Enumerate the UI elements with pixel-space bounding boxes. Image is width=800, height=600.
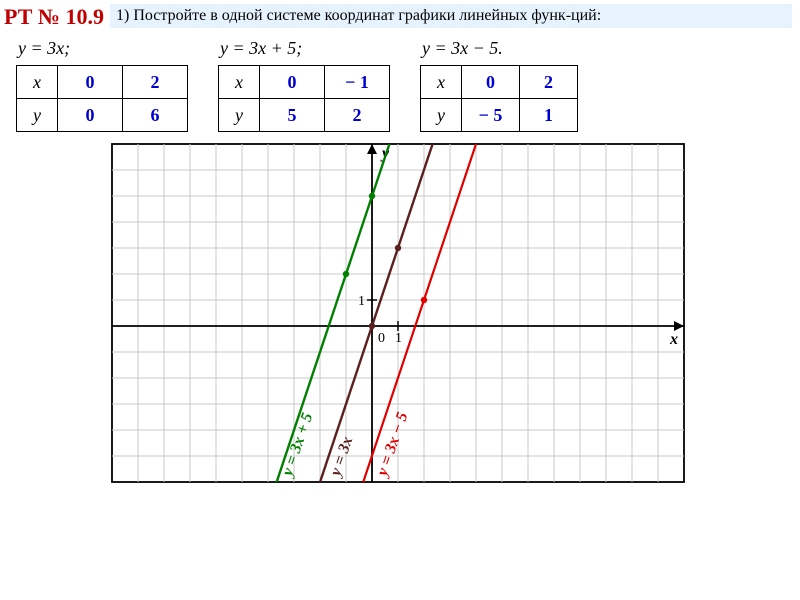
x-cell: − 1 — [325, 66, 390, 99]
x-cell: 2 — [520, 66, 578, 99]
x-cell: 0 — [260, 66, 325, 99]
value-table: x02 y06 — [16, 65, 188, 132]
table-block-2: y = 3x − 5. x02 y− 51 — [420, 38, 578, 132]
y-cell: 5 — [260, 99, 325, 132]
value-table: x02 y− 51 — [420, 65, 578, 132]
function-label: y = 3x − 5. — [420, 38, 503, 59]
problem-statement: 1) Постройте в одной системе координат г… — [110, 4, 792, 28]
svg-text:0: 0 — [378, 331, 385, 346]
svg-text:1: 1 — [358, 294, 365, 309]
function-label: y = 3x; — [16, 38, 70, 59]
chart-container: yx011y = 3x + 5y = 3xy = 3x − 5 — [0, 136, 800, 488]
exercise-number: РТ № 10.9 — [4, 4, 104, 30]
x-cell: 2 — [123, 66, 188, 99]
y-header: y — [219, 99, 260, 132]
coordinate-chart: yx011y = 3x + 5y = 3xy = 3x − 5 — [110, 142, 690, 488]
svg-text:x: x — [669, 331, 678, 348]
y-cell: 2 — [325, 99, 390, 132]
header: РТ № 10.9 1) Постройте в одной системе к… — [0, 0, 800, 30]
x-header: x — [219, 66, 260, 99]
y-header: y — [17, 99, 58, 132]
x-cell: 0 — [462, 66, 520, 99]
y-cell: 1 — [520, 99, 578, 132]
function-label: y = 3x + 5; — [218, 38, 302, 59]
y-cell: 0 — [58, 99, 123, 132]
value-table: x0− 1 y52 — [218, 65, 390, 132]
x-header: x — [421, 66, 462, 99]
x-cell: 0 — [58, 66, 123, 99]
tables-row: y = 3x;x02y06y = 3x + 5;x0− 1y52y = 3x −… — [0, 30, 800, 136]
y-cell: − 5 — [462, 99, 520, 132]
table-block-0: y = 3x; x02 y06 — [16, 38, 188, 132]
y-cell: 6 — [123, 99, 188, 132]
y-header: y — [421, 99, 462, 132]
svg-text:1: 1 — [395, 331, 402, 346]
table-block-1: y = 3x + 5; x0− 1 y52 — [218, 38, 390, 132]
x-header: x — [17, 66, 58, 99]
